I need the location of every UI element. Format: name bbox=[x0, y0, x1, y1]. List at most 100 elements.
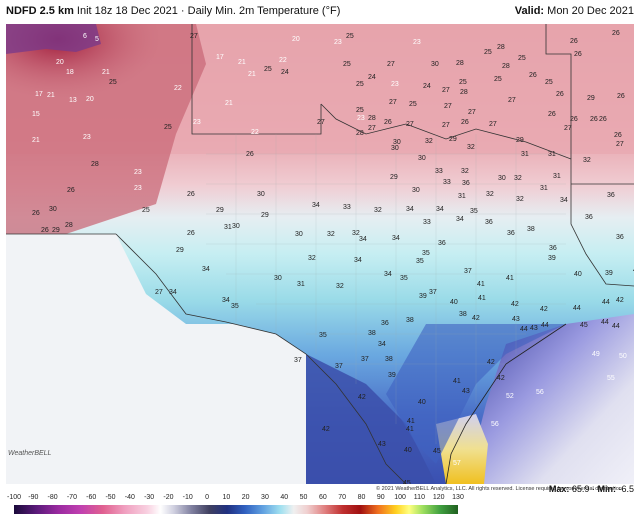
temperature-label: 42 bbox=[322, 426, 330, 433]
temperature-label: 32 bbox=[374, 207, 382, 214]
temperature-label: 21 bbox=[102, 69, 110, 76]
state-borders bbox=[6, 24, 634, 484]
temperature-label: 21 bbox=[32, 137, 40, 144]
temperature-label: 30 bbox=[418, 155, 426, 162]
temperature-label: 39 bbox=[605, 270, 613, 277]
temperature-label: 26 bbox=[570, 38, 578, 45]
temperature-label: 25 bbox=[343, 61, 351, 68]
temperature-label: 37 bbox=[294, 357, 302, 364]
temperature-label: 43 bbox=[512, 316, 520, 323]
temperature-label: 41 bbox=[453, 378, 461, 385]
dot-separator: · bbox=[591, 484, 595, 494]
max-label: Max: bbox=[548, 484, 570, 494]
temperature-label: 42 bbox=[358, 394, 366, 401]
coastline bbox=[445, 323, 567, 484]
temperature-label: 35 bbox=[416, 258, 424, 265]
temperature-label: 25 bbox=[484, 49, 492, 56]
max-value: 65.9 bbox=[571, 484, 590, 494]
temperature-label: 42 bbox=[472, 315, 480, 322]
temperature-label: 25 bbox=[409, 101, 417, 108]
temperature-label: 26 bbox=[612, 30, 620, 37]
temperature-label: 27 bbox=[508, 97, 516, 104]
temperature-label: 31 bbox=[297, 281, 305, 288]
temperature-label: 26 bbox=[556, 91, 564, 98]
temperature-label: 31 bbox=[458, 193, 466, 200]
colorbar-tick: 30 bbox=[261, 494, 269, 501]
temperature-label: 29 bbox=[261, 212, 269, 219]
temperature-label: 27 bbox=[442, 122, 450, 129]
temperature-label: 28 bbox=[356, 130, 364, 137]
temperature-label: 33 bbox=[443, 179, 451, 186]
temperature-label: 40 bbox=[574, 271, 582, 278]
temperature-label: 22 bbox=[251, 129, 259, 136]
temperature-label: 32 bbox=[352, 230, 360, 237]
gulf-of-mexico bbox=[476, 314, 634, 484]
temperature-label: 28 bbox=[456, 60, 464, 67]
product-name: NDFD 2.5 km bbox=[6, 5, 74, 17]
colorbar-tick: 90 bbox=[376, 494, 385, 501]
temperature-label: 34 bbox=[378, 341, 386, 348]
colorbar-tick: 100 bbox=[394, 494, 406, 501]
temperature-label: 15 bbox=[32, 111, 40, 118]
colorbar-tick: -20 bbox=[163, 494, 174, 501]
temperature-label: 26 bbox=[461, 119, 469, 126]
temperature-label: 35 bbox=[422, 250, 430, 257]
temperature-label: 31 bbox=[540, 185, 548, 192]
temperature-label: 43 bbox=[378, 441, 386, 448]
temperature-label: 23 bbox=[413, 39, 421, 46]
colorbar-tick: -70 bbox=[66, 494, 77, 501]
temperature-label: 34 bbox=[222, 297, 230, 304]
temperature-label: 38 bbox=[459, 311, 467, 318]
temperature-label: 35 bbox=[231, 303, 239, 310]
min-value: -6.5 bbox=[618, 484, 634, 494]
temperature-label: 39 bbox=[548, 255, 556, 262]
temperature-label: 32 bbox=[486, 191, 494, 198]
colorbar-tick: 130 bbox=[452, 494, 464, 501]
temperature-label: 30 bbox=[431, 61, 439, 68]
field-name: Daily Min. 2m Temperature (°F) bbox=[187, 5, 341, 17]
temperature-label: 56 bbox=[536, 389, 544, 396]
temperature-label: 39 bbox=[419, 293, 427, 300]
rio-grande-border bbox=[115, 233, 407, 484]
temperature-label: 34 bbox=[202, 266, 210, 273]
temperature-label: 30 bbox=[393, 139, 401, 146]
temperature-label: 25 bbox=[356, 107, 364, 114]
temperature-label: 32 bbox=[583, 157, 591, 164]
temperature-label: 24 bbox=[281, 69, 289, 76]
temperature-label: 37 bbox=[361, 356, 369, 363]
header-left: NDFD 2.5 km Init 18z 18 Dec 2021 · Daily… bbox=[6, 5, 340, 17]
temperature-label: 38 bbox=[368, 330, 376, 337]
temperature-label: 35 bbox=[400, 275, 408, 282]
south-texas-blue bbox=[306, 354, 436, 484]
temperature-label: 30 bbox=[49, 206, 57, 213]
temperature-label: 49 bbox=[592, 351, 600, 358]
temperature-label: 34 bbox=[436, 206, 444, 213]
temperature-label: 21 bbox=[248, 71, 256, 78]
temperature-label: 37 bbox=[464, 268, 472, 275]
temperature-label: 22 bbox=[279, 57, 287, 64]
temperature-label: 30 bbox=[391, 145, 399, 152]
temperature-label: 44 bbox=[601, 319, 609, 326]
temperature-label: 36 bbox=[462, 180, 470, 187]
coastal-blue-zone bbox=[386, 324, 566, 464]
temperature-label: 39 bbox=[388, 372, 396, 379]
east-border bbox=[545, 24, 634, 287]
temperature-label: 25 bbox=[356, 81, 364, 88]
temperature-label: 30 bbox=[257, 191, 265, 198]
temperature-label: 27 bbox=[155, 289, 163, 296]
temperature-label: 30 bbox=[295, 231, 303, 238]
temperature-label: 34 bbox=[456, 216, 464, 223]
temperature-label: 38 bbox=[527, 226, 535, 233]
temperature-label: 26 bbox=[384, 119, 392, 126]
temperature-label: 34 bbox=[406, 206, 414, 213]
temperature-label: 36 bbox=[438, 240, 446, 247]
temperature-label: 36 bbox=[507, 230, 515, 237]
temperature-label: 21 bbox=[238, 59, 246, 66]
temperature-label: 27 bbox=[489, 121, 497, 128]
temperature-label: 17 bbox=[35, 91, 43, 98]
temperature-label: 43 bbox=[462, 388, 470, 395]
colorbar-tick: 120 bbox=[432, 494, 445, 501]
temperature-label: 32 bbox=[516, 196, 524, 203]
temperature-label: 26 bbox=[617, 93, 625, 100]
